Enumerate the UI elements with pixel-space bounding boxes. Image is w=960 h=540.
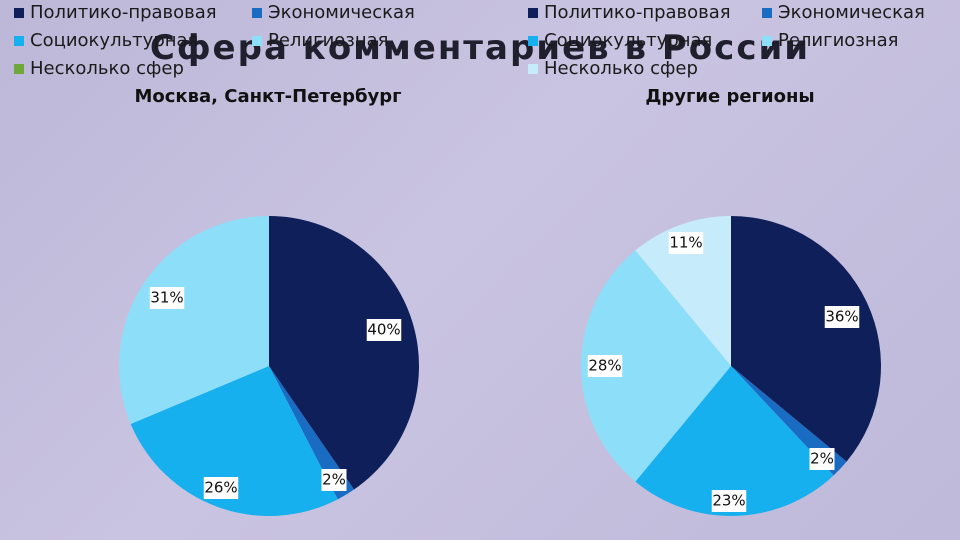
legend-label: Религиозная — [778, 30, 899, 51]
pie-slice — [269, 216, 419, 490]
legend-swatch — [762, 7, 772, 18]
legend-entry: Экономическая — [762, 2, 925, 23]
legend-entry: Политико-правовая — [14, 2, 217, 23]
legend-entry: Религиозная — [762, 30, 899, 51]
pie-slice — [635, 366, 834, 516]
data-label-background — [824, 306, 860, 328]
legend-label: Несколько сфер — [544, 58, 698, 79]
slide-title: Сфера комментариев в России — [149, 28, 811, 68]
legend-swatch — [14, 63, 24, 74]
legend-label: Социокультурная — [30, 30, 199, 51]
legend-swatch — [252, 35, 262, 46]
data-label-group: 31% — [149, 287, 185, 309]
data-label-background — [668, 232, 704, 254]
legend-entry: Экономическая — [252, 2, 415, 23]
data-label-group: 40% — [366, 319, 402, 341]
legend-entry: Социокультурная — [528, 30, 712, 51]
data-label: 31% — [150, 289, 183, 307]
legend-label: Несколько сфер — [30, 58, 184, 79]
data-label: 2% — [810, 450, 834, 468]
data-label: 23% — [712, 492, 745, 510]
legend-entry: Социокультурная — [14, 30, 198, 51]
legend-entry: Несколько сфер — [14, 58, 184, 79]
data-label-background — [587, 355, 623, 377]
data-label-group: 11% — [668, 232, 704, 254]
pie-slice — [581, 250, 731, 482]
data-label-background — [711, 490, 747, 512]
data-label-background — [203, 477, 239, 499]
legend-label: Политико-правовая — [30, 2, 217, 23]
pie-slice — [635, 216, 731, 366]
chart-title-right: Другие регионы — [645, 86, 815, 107]
data-label: 11% — [669, 234, 702, 252]
data-label-group: 23% — [711, 490, 747, 512]
legend-entry: Религиозная — [252, 30, 389, 51]
legend-swatch — [14, 7, 24, 18]
data-label-group: 26% — [203, 477, 239, 499]
data-label-group: 2% — [809, 448, 835, 470]
legend-label: Экономическая — [268, 2, 415, 23]
pie-slice — [731, 216, 881, 462]
pie-slice — [130, 366, 338, 517]
data-label-group: 28% — [587, 355, 623, 377]
data-label: 2% — [322, 471, 346, 489]
pie-slice — [118, 216, 269, 424]
legend-swatch — [528, 7, 538, 18]
legend-label: Экономическая — [778, 2, 925, 23]
chart-title-left: Москва, Санкт-Петербург — [134, 86, 402, 107]
data-label-background — [321, 469, 347, 491]
data-label-background — [366, 319, 402, 341]
legend-entry: Политико-правовая — [528, 2, 731, 23]
data-label-background — [149, 287, 185, 309]
data-label-group: 2% — [321, 469, 347, 491]
data-label: 28% — [588, 357, 621, 375]
legend-swatch — [252, 7, 262, 18]
legend-label: Политико-правовая — [544, 2, 731, 23]
legend-label: Религиозная — [268, 30, 389, 51]
pie-slice — [269, 366, 355, 500]
legend-entry: Несколько сфер — [528, 58, 698, 79]
data-label: 26% — [204, 479, 237, 497]
data-label: 40% — [367, 321, 400, 339]
legend-swatch — [528, 35, 538, 46]
data-label: 36% — [825, 308, 858, 326]
legend-swatch — [14, 35, 24, 46]
legend-swatch — [762, 35, 772, 46]
legend-swatch — [528, 63, 538, 74]
legend-label: Социокультурная — [544, 30, 713, 51]
data-label-group: 36% — [824, 306, 860, 328]
data-label-background — [809, 448, 835, 470]
